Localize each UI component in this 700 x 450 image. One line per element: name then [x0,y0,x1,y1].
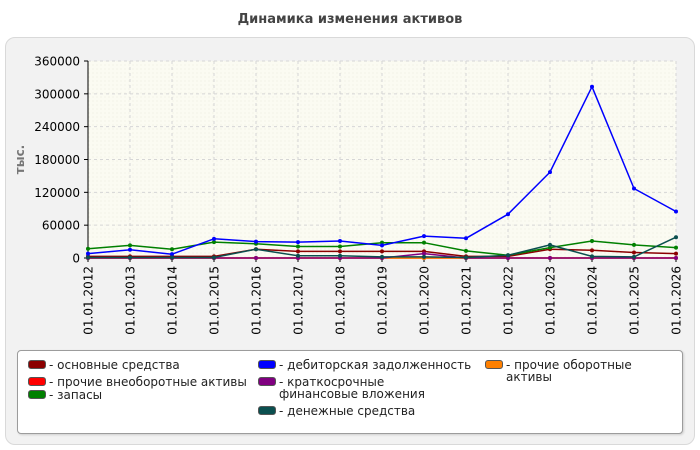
x-tick-label: 01.01.2018 [334,266,348,335]
data-point [296,240,300,245]
data-point [464,255,468,260]
data-point [212,255,216,260]
legend-label: - прочие внеоборотные активы [49,375,247,389]
data-point [590,248,594,253]
data-point [632,242,636,247]
data-point [632,186,636,191]
data-point [380,240,384,245]
data-point [338,249,342,254]
y-tick-label: 180000 [34,153,80,167]
y-tick-label: 0 [72,252,80,266]
data-point [422,240,426,245]
data-point [128,247,132,252]
data-point [86,251,90,256]
legend-label: - дебиторская задолженность [279,358,472,372]
data-point [674,235,678,240]
data-point [422,254,426,259]
data-point [674,209,678,214]
data-point [338,244,342,249]
x-tick-label: 01.01.2016 [250,266,264,335]
legend-swatch-fixed-assets [28,360,46,369]
data-point [254,239,258,244]
data-point [254,247,258,252]
data-point [464,236,468,241]
y-tick-label: 240000 [34,120,80,134]
y-tick-label: 300000 [34,87,80,101]
data-point [380,243,384,248]
y-tick-label: 60000 [42,219,80,233]
y-axis-title: тыс. [13,145,27,174]
data-point [380,249,384,254]
legend-label: - краткосрочные финансовые вложения [279,375,425,401]
data-point [548,256,552,260]
legend-label: - основные средства [49,358,180,372]
x-tick-label: 01.01.2022 [502,266,516,335]
legend-swatch-receivables [258,360,276,369]
legend-label: - запасы [49,388,103,402]
data-point [464,248,468,253]
data-point [548,170,552,175]
data-point [86,255,90,260]
data-point [128,243,132,248]
x-tick-label: 01.01.2021 [460,266,474,335]
x-tick-label: 01.01.2023 [544,266,558,335]
data-point [674,251,678,256]
x-tick-label: 01.01.2025 [628,266,642,335]
data-point [296,244,300,249]
x-tick-label: 01.01.2013 [124,266,138,335]
x-tick-label: 01.01.2026 [670,266,684,335]
x-tick-label: 01.01.2017 [292,266,306,335]
x-tick-label: 01.01.2020 [418,266,432,335]
legend-swatch-other-noncurrent-assets [28,377,46,386]
data-point [338,239,342,244]
data-point [212,236,216,241]
data-point [296,249,300,254]
data-point [212,240,216,245]
data-point [506,212,510,217]
x-tick-label: 01.01.2014 [166,266,180,335]
data-point [506,253,510,258]
legend-label: - денежные средства [279,404,416,418]
data-point [128,255,132,260]
data-point [590,254,594,259]
data-point [170,252,174,257]
x-tick-label: 01.01.2015 [208,266,222,335]
legend-swatch-other-current-assets [485,360,503,369]
legend-swatch-cash [258,406,276,415]
y-tick-label: 360000 [34,55,80,69]
data-point [338,253,342,258]
data-point [296,253,300,258]
legend-swatch-inventory [28,390,46,399]
x-tick-label: 01.01.2012 [82,266,96,335]
data-point [632,250,636,255]
data-point [170,247,174,252]
chart-title: Динамика изменения активов [237,12,463,27]
data-point [590,84,594,89]
data-point [422,251,426,256]
data-point [422,234,426,239]
data-point [170,255,174,260]
data-point [632,254,636,259]
x-tick-label: 01.01.2019 [376,266,390,335]
data-point [380,254,384,259]
data-point [254,256,258,260]
chart-legend: - основные средства - прочие внеоборотны… [17,350,683,434]
y-tick-label: 120000 [34,186,80,200]
legend-label: - прочие оборотные активы [506,358,632,384]
data-point [548,242,552,247]
data-point [548,245,552,250]
legend-swatch-short-term-investments [258,377,276,386]
data-point [86,246,90,251]
data-point [674,256,678,260]
data-point [590,239,594,244]
data-point [506,256,510,260]
data-point [674,245,678,250]
x-tick-label: 01.01.2024 [586,266,600,335]
